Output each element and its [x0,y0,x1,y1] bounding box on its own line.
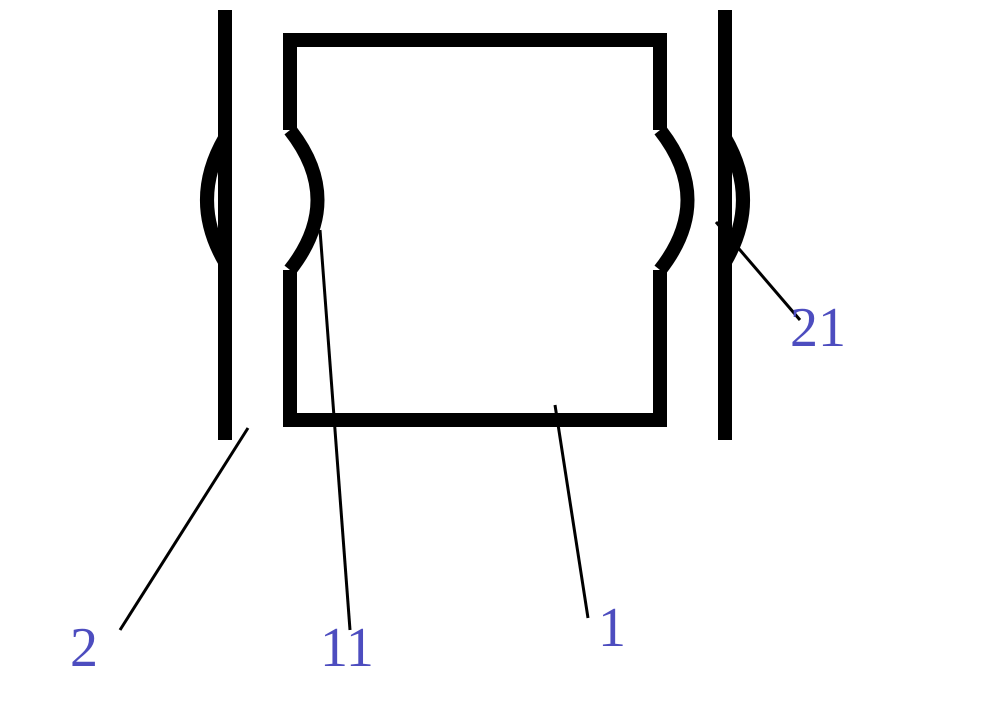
label-21: 21 [790,300,846,356]
figure-stage: 1 11 2 21 [0,0,994,718]
label-11: 11 [320,620,374,676]
label-2: 2 [70,620,98,676]
figure-svg [0,0,994,718]
label-1: 1 [598,600,626,656]
figure-geometry [207,10,743,440]
